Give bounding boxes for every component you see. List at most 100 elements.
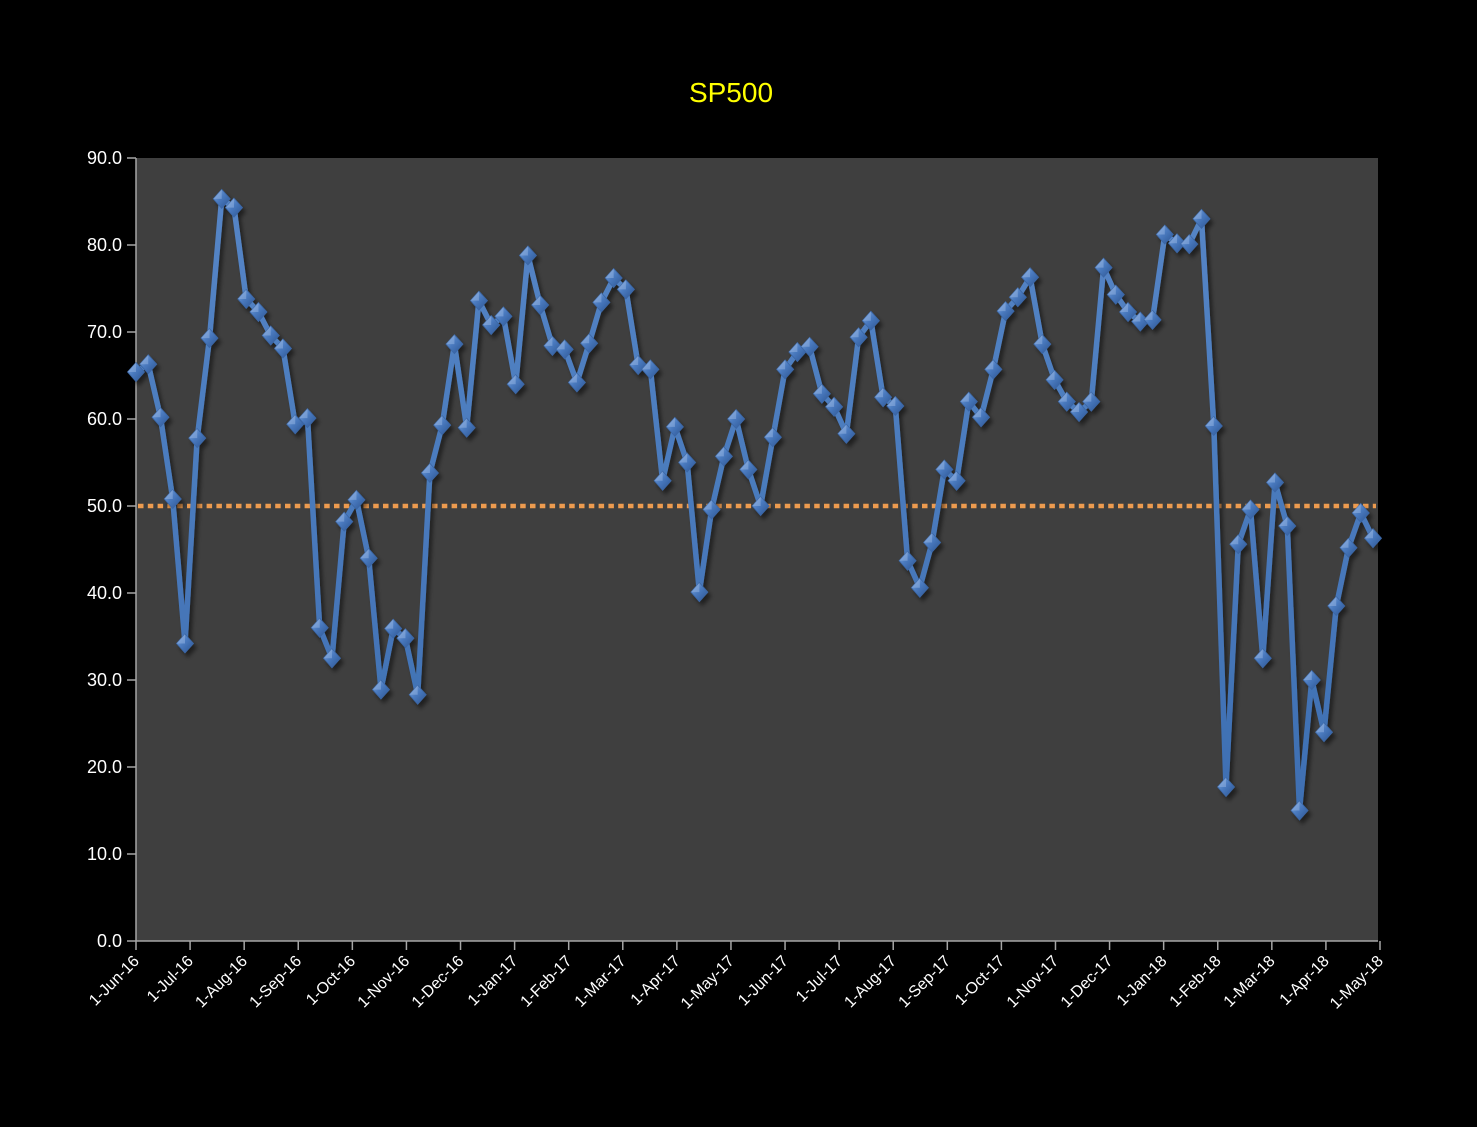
y-axis-label: 20.0 [87,757,122,777]
data-point-marker-highlight [1180,234,1190,245]
y-axis-label: 10.0 [87,844,122,864]
x-axis-label: 1-Apr-18 [1277,953,1333,1009]
data-point-marker-highlight [298,408,308,419]
data-point-marker-highlight [262,325,271,336]
x-axis-label: 1-Jul-17 [793,953,846,1006]
x-axis-label: 1-Jun-16 [86,953,143,1010]
x-axis-labels: 1-Jun-16 1-Jul-161-Aug-161-Sep-161-Oct-16… [86,953,1387,1013]
data-point-marker-highlight [1364,528,1373,539]
x-axis-label: 1-Jun-17 [735,953,792,1010]
data-point-marker-highlight [801,337,810,347]
data-point-marker-highlight [605,268,614,279]
data-point-marker-highlight [176,633,185,644]
x-axis-label: 1-Feb-17 [518,953,576,1011]
data-point-marker-highlight [678,453,688,463]
x-axis-label: 1-Jan-17 [465,953,522,1010]
data-point-marker-highlight [629,355,639,366]
data-point-marker-highlight [445,334,455,345]
data-point-marker-highlight [1021,267,1031,278]
data-point-marker-highlight [825,397,835,407]
data-point-marker-highlight [617,279,626,290]
data-point-marker-highlight [286,414,296,425]
data-point-marker-highlight [592,292,602,303]
data-point-marker-highlight [507,374,516,385]
data-point-marker-highlight [556,339,565,350]
x-axis-label: 1-Jan-18 [1114,953,1171,1010]
data-point-marker-highlight [164,489,173,500]
x-axis-label: 1-Aug-17 [841,953,900,1012]
data-point-marker-highlight [1107,285,1116,295]
x-axis-label: 1-Dec-16 [409,953,468,1012]
data-point-marker-highlight [433,415,443,426]
data-point-marker-highlight [923,533,933,543]
data-point-marker-highlight [531,295,541,306]
data-point-marker-highlight [1291,801,1300,811]
data-point-marker-highlight [347,490,357,500]
data-point-marker-highlight [1315,722,1325,733]
x-axis-label: 1-Mar-17 [572,953,630,1011]
data-point-marker-highlight [752,496,761,506]
data-point-marker-highlight [1303,670,1312,680]
data-point-marker-highlight [1254,648,1263,659]
data-point-marker-highlight [654,471,663,481]
x-axis-label: 1-Nov-17 [1004,953,1063,1012]
data-point-marker-highlight [249,302,259,312]
x-axis-label: 1-Nov-16 [355,953,414,1012]
data-point-marker-highlight [127,362,136,373]
x-axis-label: 1-Feb-18 [1167,953,1225,1011]
data-point-marker-highlight [1058,392,1067,402]
data-point-marker-highlight [997,301,1006,312]
data-point-marker-highlight [188,428,198,439]
data-point-marker-highlight [984,359,994,370]
data-point-marker-highlight [360,548,369,559]
data-point-marker-highlight [703,499,712,510]
data-point-marker-highlight [372,680,381,690]
data-point-marker-highlight [494,306,504,317]
data-point-marker-highlight [972,407,982,418]
data-point-marker-highlight [1217,777,1227,788]
data-point-marker-highlight [543,336,553,346]
data-point-marker-highlight [641,359,651,370]
data-point-marker-highlight [580,333,590,344]
data-point-marker-highlight [1144,310,1153,320]
y-axis-label: 0.0 [97,931,122,951]
x-axis-label: 1-Apr-17 [628,953,684,1009]
y-axis-label: 90.0 [87,148,122,168]
x-axis-label: 1-May-17 [678,953,738,1013]
x-axis-label: 1-Jul-16 [144,953,197,1006]
data-point-marker-highlight [396,628,406,639]
data-point-marker-highlight [1082,392,1092,402]
data-point-marker-highlight [139,354,149,365]
data-point-marker-highlight [384,619,394,629]
data-point-marker-highlight [1070,402,1080,413]
data-point-marker-highlight [1229,534,1239,545]
data-point-marker-highlight [813,384,822,394]
x-axis-label: 1-Sep-17 [896,953,955,1012]
data-point-marker-highlight [458,418,467,428]
data-point-marker-highlight [862,311,871,321]
data-point-marker-highlight [1352,503,1361,513]
data-point-marker-highlight [151,407,161,418]
data-point-marker-highlight [1119,302,1129,312]
data-point-marker-highlight [311,618,320,628]
data-point-marker-highlight [1278,516,1288,527]
data-point-marker-highlight [335,512,345,522]
data-point-marker-highlight [1009,287,1018,298]
x-axis-label: 1-Oct-17 [952,953,1008,1009]
data-point-marker-highlight [225,198,234,208]
data-point-marker-highlight [482,315,492,326]
data-point-marker-highlight [899,551,908,561]
data-point-marker-highlight [1168,233,1178,244]
y-axis-label: 60.0 [87,409,122,429]
x-axis-label: 1-Mar-18 [1221,953,1279,1011]
data-point-marker-highlight [727,409,737,419]
data-point-marker-highlight [519,245,528,256]
data-point-marker-highlight [886,396,896,406]
data-point-marker-highlight [935,459,945,470]
y-axis-label: 50.0 [87,496,122,516]
data-point-marker-highlight [1340,538,1349,548]
sp500-series [126,188,1383,821]
y-axis-label: 30.0 [87,670,122,690]
data-point-marker-highlight [837,424,847,434]
